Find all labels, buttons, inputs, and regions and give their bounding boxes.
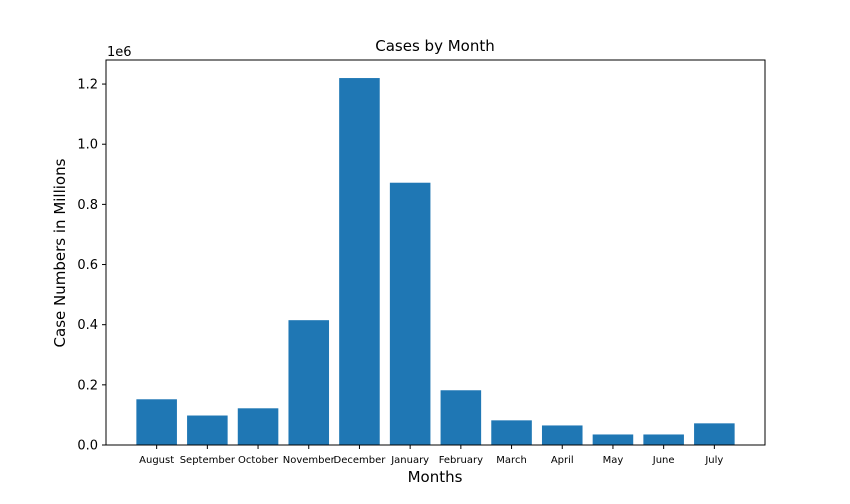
bar-september	[187, 415, 228, 445]
x-tick-label: October	[238, 455, 279, 466]
x-tick-label: March	[496, 455, 526, 466]
plot-frame	[105, 59, 766, 446]
bar-march	[491, 420, 532, 445]
x-tick-label: December	[334, 455, 387, 466]
y-tick-label: 0.2	[77, 378, 98, 393]
y-ticks-group: 0.0 0.2 0.4 0.6 0.8 1.0 1.2	[77, 78, 106, 454]
x-tick-label: September	[180, 455, 236, 466]
x-tick-label: June	[652, 455, 675, 466]
bar-june	[643, 434, 684, 445]
bar-august	[136, 399, 177, 445]
x-axis-label: Months	[408, 468, 463, 486]
bar-july	[694, 423, 735, 445]
bar-january	[389, 182, 431, 445]
bar-october	[237, 408, 279, 445]
bar-november	[288, 320, 330, 445]
x-tick-label: November	[283, 455, 336, 466]
x-tick-label: January	[390, 455, 429, 466]
y-tick-label: 0.4	[77, 318, 98, 333]
bar-december	[339, 78, 380, 446]
y-tick-label: 1.0	[77, 138, 98, 153]
x-tick-label: July	[704, 455, 723, 466]
y-tick-label: 0.8	[77, 198, 98, 213]
bar-february	[440, 390, 482, 445]
bar-may	[592, 434, 634, 445]
bars-group	[136, 78, 735, 446]
x-tick-label: August	[139, 455, 174, 466]
x-tick-label: February	[439, 455, 483, 466]
y-tick-label: 0.0	[77, 439, 98, 454]
y-axis-offset-label: 1e6	[107, 45, 132, 60]
x-tick-label: April	[551, 455, 574, 466]
bar-april	[541, 425, 583, 445]
y-axis-label: Case Numbers in Millions	[51, 158, 69, 347]
x-tick-label: May	[603, 455, 624, 466]
y-tick-label: 0.6	[77, 258, 98, 273]
chart-title: Cases by Month	[375, 37, 494, 55]
y-tick-label: 1.2	[77, 78, 98, 93]
